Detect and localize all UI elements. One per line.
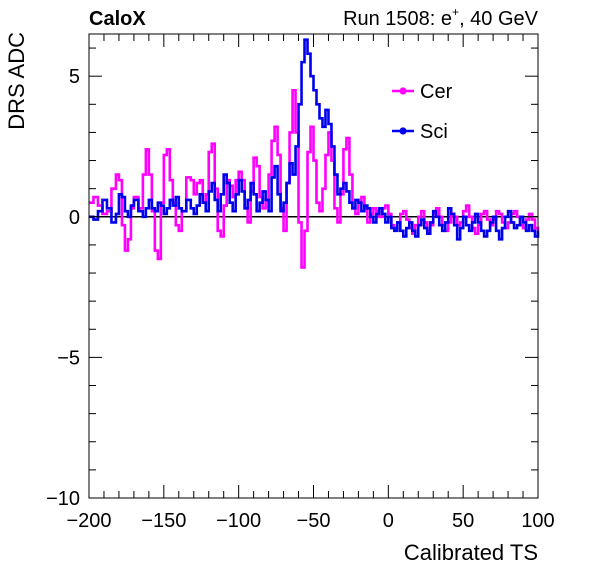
run-label: Run 1508: e+, 40 GeV bbox=[343, 5, 539, 30]
x-tick-label: 100 bbox=[521, 510, 554, 532]
run-label-superscript: + bbox=[452, 5, 459, 19]
legend-marker-sci bbox=[399, 127, 407, 135]
y-axis-title: DRS ADC bbox=[4, 32, 29, 130]
y-tick-label: 5 bbox=[69, 66, 80, 88]
x-tick-label: −150 bbox=[141, 510, 186, 532]
y-tick-label: −5 bbox=[57, 347, 80, 369]
x-tick-label: 50 bbox=[452, 510, 474, 532]
legend-label-sci: Sci bbox=[420, 121, 448, 143]
legend-label-cer: Cer bbox=[420, 81, 453, 103]
x-tick-label: 0 bbox=[383, 510, 394, 532]
run-label-suffix: , 40 GeV bbox=[459, 8, 539, 30]
x-tick-label: −100 bbox=[216, 510, 261, 532]
x-axis-title: Calibrated TS bbox=[404, 540, 538, 565]
y-tick-label: 0 bbox=[69, 207, 80, 229]
calox-label: CaloX bbox=[89, 8, 146, 30]
legend-marker-cer bbox=[399, 87, 407, 95]
x-tick-label: −50 bbox=[297, 510, 331, 532]
series-line-sci bbox=[89, 38, 540, 241]
y-tick-label: −10 bbox=[46, 488, 80, 510]
axis-layer: −200 −150 −100 −50 0 50 100−10−505 bbox=[46, 33, 555, 532]
series-layer bbox=[89, 38, 540, 269]
run-label-main: Run 1508: e bbox=[343, 8, 452, 30]
legend: Cer Sci bbox=[392, 81, 453, 143]
x-tick-label: −200 bbox=[66, 510, 111, 532]
